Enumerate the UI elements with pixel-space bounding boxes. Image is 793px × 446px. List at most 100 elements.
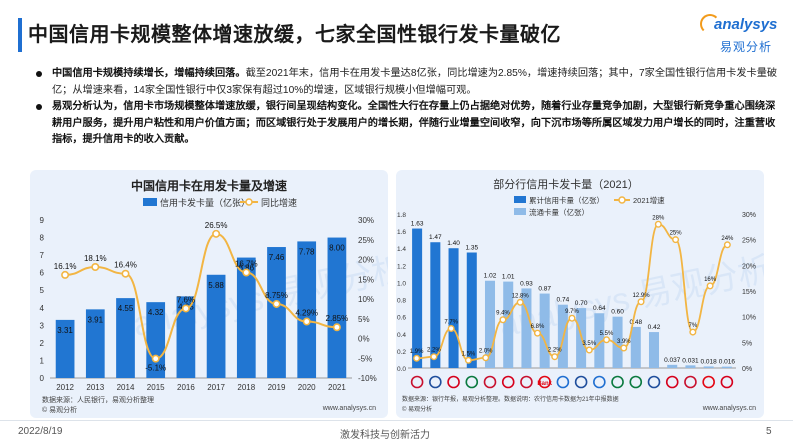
right-source: 数据来源：银行年报，易观分析整理。数据说明：农行信用卡数据为21年中报数据 [402,395,619,403]
growth-point [413,354,421,362]
growth-point [482,354,490,362]
bank-logo-icon [629,375,643,389]
x-tick-label: 2019 [268,383,286,392]
growth-value-label: 1.9% [410,349,424,355]
growth-value-label: 16% [704,277,717,283]
bar-value-label: 8.00 [329,244,345,253]
bar-value-label: 1.02 [484,273,497,280]
growth-point [654,220,662,228]
bank-logo-row: Bank [410,375,734,389]
growth-value-label: 16.7% [235,260,258,269]
growth-point [302,317,311,326]
y-right-tick-label: 5% [358,315,370,324]
bar [630,326,641,368]
bank-logo-icon [684,375,697,389]
bar [466,252,477,368]
growth-point [181,304,190,313]
growth-point [689,328,697,336]
bar [430,242,441,368]
bar-value-label: 1.40 [447,240,460,247]
right-legend: 累计信用卡量（亿张） 2021增速 流通卡量（亿张） [514,195,665,217]
growth-value-label: 9.7% [565,309,579,315]
growth-value-label: -5.1% [145,364,166,373]
y-right-tick-label: 30% [358,216,374,225]
bar-value-label: 3.31 [57,326,73,335]
x-tick-label: 2017 [207,383,225,392]
logo-text-cn: 易观分析 [720,40,773,54]
growth-point [332,323,341,332]
growth-value-label: 1.5% [462,351,476,357]
bar-value-label: 0.016 [719,359,736,366]
growth-value-label: 12.9% [633,293,651,299]
bar-value-label: 0.64 [593,305,606,312]
y-left-tick-label: 2 [40,339,45,348]
y-right-tick-label: 0% [742,366,752,373]
bar [327,237,347,378]
y-left-tick-label: 4 [40,304,45,313]
bar-value-label: 0.74 [557,297,570,304]
y-left-tick-label: 3 [40,321,45,330]
bar-value-label: 0.018 [701,358,718,365]
bank-logo-icon [520,375,533,389]
y-left-tick-label: 0.2 [397,349,406,356]
growth-value-label: 12.8% [512,293,530,299]
bar-value-label: 3.91 [88,315,104,324]
growth-point [91,263,100,272]
growth-value-label: 7.7% [444,319,458,325]
bar-value-label: 4.32 [148,308,164,317]
growth-value-label: 2.0% [479,349,493,355]
growth-point [464,356,472,364]
growth-point [151,354,160,363]
bar [206,274,226,378]
left-legend: 信用卡发卡量（亿张） 同比增速 [143,197,297,208]
left-chart-title: 中国信用卡在用发卡量及增速 [131,178,287,193]
y-left-tick-label: 1.8 [397,212,406,219]
bar [146,302,166,378]
bank-logo-icon [702,375,715,389]
growth-value-label: 28% [652,215,665,221]
growth-value-label: 5.5% [600,331,614,337]
page-number: 5 [766,426,772,437]
bullet-item: 中国信用卡规模持续增长，增幅持续回落。截至2021年末，信用卡在用发卡量达8亿张… [32,66,780,99]
growth-value-label: 16.1% [54,262,77,271]
growth-point [603,336,611,344]
bank-logo-icon [720,375,734,389]
bank-logo-icon [647,375,661,389]
x-tick-label: 2018 [237,383,255,392]
bar-value-label: 0.87 [538,286,551,293]
y-right-tick-label: 20% [742,263,756,270]
y-right-tick-label: 5% [742,340,752,347]
growth-point [272,299,281,308]
bar-value-label: 1.35 [465,245,478,252]
bar-value-label: 0.60 [611,309,624,316]
bar-value-label: 6.86 [239,264,255,273]
bank-logo-text: Bank [537,381,552,387]
growth-point [585,346,593,354]
y-left-tick-label: 6 [40,269,45,278]
y-left-tick-label: 0.4 [397,332,406,339]
y-left-tick-label: 1.4 [397,246,406,253]
growth-value-label: 6.8% [531,324,545,330]
bar-value-label: 5.88 [208,281,224,290]
left-source: 数据来源：人民银行，易观分析整理 [42,395,154,404]
x-tick-label: 2013 [86,383,104,392]
bar [503,281,514,368]
growth-point [516,298,524,306]
growth-point [568,314,576,322]
bar [297,241,317,378]
y-left-tick-label: 1.6 [397,229,406,236]
y-left-tick-label: 5 [40,286,45,295]
growth-point [212,229,221,238]
left-watermark: analysys 易观分析 [130,249,388,344]
growth-point [672,236,680,244]
y-right-tick-label: -5% [358,354,372,363]
footer-divider [0,420,793,421]
bar [55,319,75,378]
logo-arc-icon [700,14,720,34]
left-website: www.analysys.cn [322,405,376,412]
bar-value-label: 0.031 [682,357,699,364]
footer-date: 2022/8/19 [18,426,63,437]
x-tick-label: 2016 [177,383,195,392]
growth-value-label: 8.75% [265,291,288,300]
bank-logo-icon [501,375,515,389]
